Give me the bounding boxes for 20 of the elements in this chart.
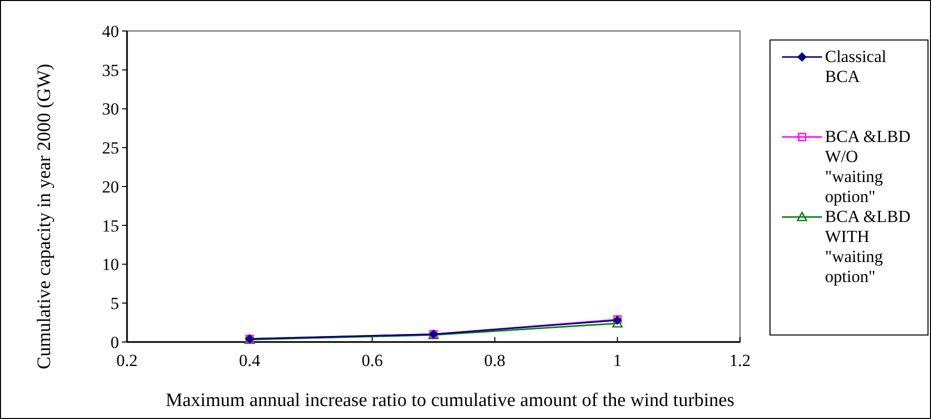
x-tick-label: 0.6: [362, 351, 383, 370]
x-tick-label: 0.2: [116, 351, 138, 370]
x-tick-label: 0.4: [238, 351, 261, 370]
x-tick-label: 0.8: [484, 351, 506, 370]
legend-label: BCA &LBD WITH "waiting option": [825, 207, 910, 286]
y-tick-label: 15: [102, 216, 119, 236]
y-tick-label: 0: [110, 332, 119, 352]
legend-label: BCA &LBD W/O "waiting option": [825, 127, 910, 206]
y-tick-label: 20: [102, 177, 119, 196]
y-tick-label: 25: [102, 138, 119, 158]
y-tick-label: 10: [102, 255, 119, 274]
y-axis-title: Cumulative capacity in year 2000 (GW): [34, 64, 55, 370]
legend-label: Classical BCA: [825, 47, 887, 86]
y-tick-label: 5: [110, 294, 119, 314]
x-tick-label: 1: [613, 351, 622, 370]
y-tick-label: 30: [102, 100, 119, 119]
x-tick-label: 1.2: [729, 351, 751, 370]
x-axis-title: Maximum annual increase ratio to cumulative amount of the wind turbines: [166, 390, 734, 411]
y-tick-label: 40: [102, 22, 119, 41]
y-tick-label: 35: [102, 60, 119, 80]
